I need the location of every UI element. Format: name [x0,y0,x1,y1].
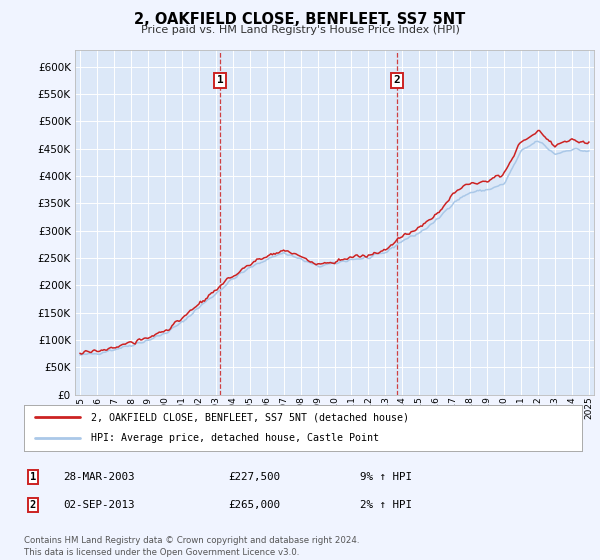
Text: 9% ↑ HPI: 9% ↑ HPI [360,472,412,482]
Text: 28-MAR-2003: 28-MAR-2003 [63,472,134,482]
Text: Price paid vs. HM Land Registry's House Price Index (HPI): Price paid vs. HM Land Registry's House … [140,25,460,35]
Text: 2, OAKFIELD CLOSE, BENFLEET, SS7 5NT (detached house): 2, OAKFIELD CLOSE, BENFLEET, SS7 5NT (de… [91,412,409,422]
Text: £265,000: £265,000 [228,500,280,510]
Text: 2: 2 [30,500,36,510]
Text: 1: 1 [217,76,223,86]
Text: 1: 1 [30,472,36,482]
Text: 2, OAKFIELD CLOSE, BENFLEET, SS7 5NT: 2, OAKFIELD CLOSE, BENFLEET, SS7 5NT [134,12,466,27]
Text: 2% ↑ HPI: 2% ↑ HPI [360,500,412,510]
Text: Contains HM Land Registry data © Crown copyright and database right 2024.
This d: Contains HM Land Registry data © Crown c… [24,536,359,557]
Text: £227,500: £227,500 [228,472,280,482]
Text: 02-SEP-2013: 02-SEP-2013 [63,500,134,510]
Text: HPI: Average price, detached house, Castle Point: HPI: Average price, detached house, Cast… [91,433,379,444]
Text: 2: 2 [394,76,400,86]
